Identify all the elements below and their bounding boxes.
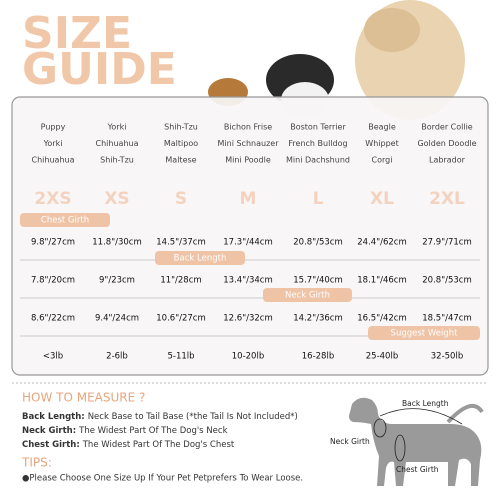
- measure-term: Back Length:: [22, 412, 85, 422]
- diagram-label: Chest Girth: [396, 465, 439, 474]
- cell: 13.4"/34cm: [223, 276, 272, 286]
- cell: 11.8"/30cm: [92, 238, 141, 248]
- cell: 9.8"/27cm: [31, 238, 75, 248]
- table-frame: [11, 96, 489, 376]
- measure-text: The Widest Part Of The Dog's Neck: [78, 426, 227, 436]
- cell: 20.8"/53cm: [422, 276, 471, 286]
- breed: Labrador: [429, 156, 466, 165]
- tips-heading: TIPS:: [21, 456, 52, 470]
- cell: 18.5"/47cm: [422, 314, 471, 324]
- breed: Chihuahua: [32, 156, 75, 165]
- breed: Mini Schnauzer: [218, 139, 280, 148]
- cell: 9"/23cm: [99, 276, 135, 286]
- breed: Mini Poodle: [225, 156, 271, 165]
- breed: Chihuahua: [96, 139, 139, 148]
- cell: 32-50lb: [431, 352, 463, 362]
- label-pill: [368, 326, 480, 340]
- measure-item: Back Length: Neck Base to Tail Base (*the…: [22, 412, 298, 422]
- cell: 8.6"/22cm: [31, 314, 75, 324]
- breed: Maltese: [165, 156, 196, 165]
- size-label: S: [175, 189, 187, 209]
- cell: 15.7"/40cm: [293, 276, 342, 286]
- measure-term: Chest Girth:: [22, 440, 80, 450]
- breed: Whippet: [365, 139, 398, 148]
- breed: Shih-Tzu: [164, 123, 198, 132]
- cell: 9.4"/24cm: [95, 314, 139, 324]
- breed: Mini Dachshund: [286, 156, 350, 165]
- label-pill: [20, 213, 110, 227]
- row-label: Suggest Weight: [391, 329, 459, 339]
- label-pill: [263, 288, 352, 302]
- measure-heading: HOW TO MEASURE ?: [22, 391, 145, 405]
- cell: 17.3"/44cm: [223, 238, 272, 248]
- row-label: Back Length: [174, 254, 227, 264]
- measure-items: Back Length: Neck Base to Tail Base (*the…: [22, 412, 298, 450]
- breed: Border Collie: [421, 123, 473, 132]
- size-label: 2XL: [429, 189, 465, 209]
- size-label: XL: [370, 189, 394, 209]
- breed: Shih-Tzu: [100, 156, 134, 165]
- measure-text: Neck Base to Tail Base (*the Tail Is Not…: [88, 412, 298, 422]
- cell: 18.1"/46cm: [357, 276, 406, 286]
- cell: 14.2"/36cm: [293, 314, 342, 324]
- title: GUIDE: [22, 44, 177, 95]
- cell: 24.4"/62cm: [357, 238, 406, 248]
- breed: Boston Terrier: [290, 123, 346, 132]
- breed: Golden Doodle: [417, 139, 476, 148]
- cell: 16.5"/42cm: [357, 314, 406, 324]
- breed: Puppy: [41, 123, 66, 132]
- size-label: M: [240, 189, 257, 209]
- breed: French Bulldog: [288, 139, 347, 148]
- tips-text: ●Please Choose One Size Up If Your Pet P…: [22, 474, 303, 484]
- cell: 25-40lb: [366, 352, 398, 362]
- row-label: Neck Girth: [285, 291, 330, 301]
- measure-text: The Widest Part Of The Dog's Chest: [82, 440, 235, 450]
- cell: 12.6"/32cm: [223, 314, 272, 324]
- cell: 27.9"/71cm: [422, 238, 471, 248]
- cell: 10-20lb: [232, 352, 264, 362]
- breed: Yorki: [43, 139, 63, 148]
- measure-term: Neck Girth:: [22, 426, 76, 436]
- cell: 10.6"/27cm: [156, 314, 205, 324]
- cell: 20.8"/53cm: [293, 238, 342, 248]
- measure-item: Chest Girth: The Widest Part Of The Dog's…: [22, 440, 235, 450]
- cell: <3lb: [43, 352, 63, 362]
- cell: 16-28lb: [302, 352, 334, 362]
- cell: 2-6lb: [106, 352, 128, 362]
- cell: 7.8"/20cm: [31, 276, 75, 286]
- diagram-label: Neck Girth: [330, 437, 370, 446]
- measure-item: Neck Girth: The Widest Part Of The Dog's …: [22, 426, 228, 436]
- cell: 14.5"/37cm: [156, 238, 205, 248]
- breed: Corgi: [372, 156, 393, 165]
- title: SIZE: [22, 8, 132, 59]
- cell: 11"/28cm: [160, 276, 201, 286]
- size-label: 2XS: [34, 189, 71, 209]
- diagram-label: Back Length: [402, 399, 449, 408]
- cell: 5-11lb: [167, 352, 194, 362]
- label-pill: [155, 251, 245, 265]
- breed: Yorki: [107, 123, 127, 132]
- breed: Bichon Frise: [224, 123, 272, 132]
- table: Puppy Yorki Chihuahua Yorki Chihuahua Shih-Tz…: [20, 123, 480, 362]
- dog-diagram: Back Length Neck Girth Chest Girth: [330, 397, 484, 486]
- breed: Beagle: [368, 123, 396, 132]
- breed: Maltipoo: [164, 139, 198, 148]
- size-label: L: [313, 189, 324, 209]
- row-label: Chest Girth: [41, 216, 89, 226]
- size-label: XS: [104, 189, 129, 209]
